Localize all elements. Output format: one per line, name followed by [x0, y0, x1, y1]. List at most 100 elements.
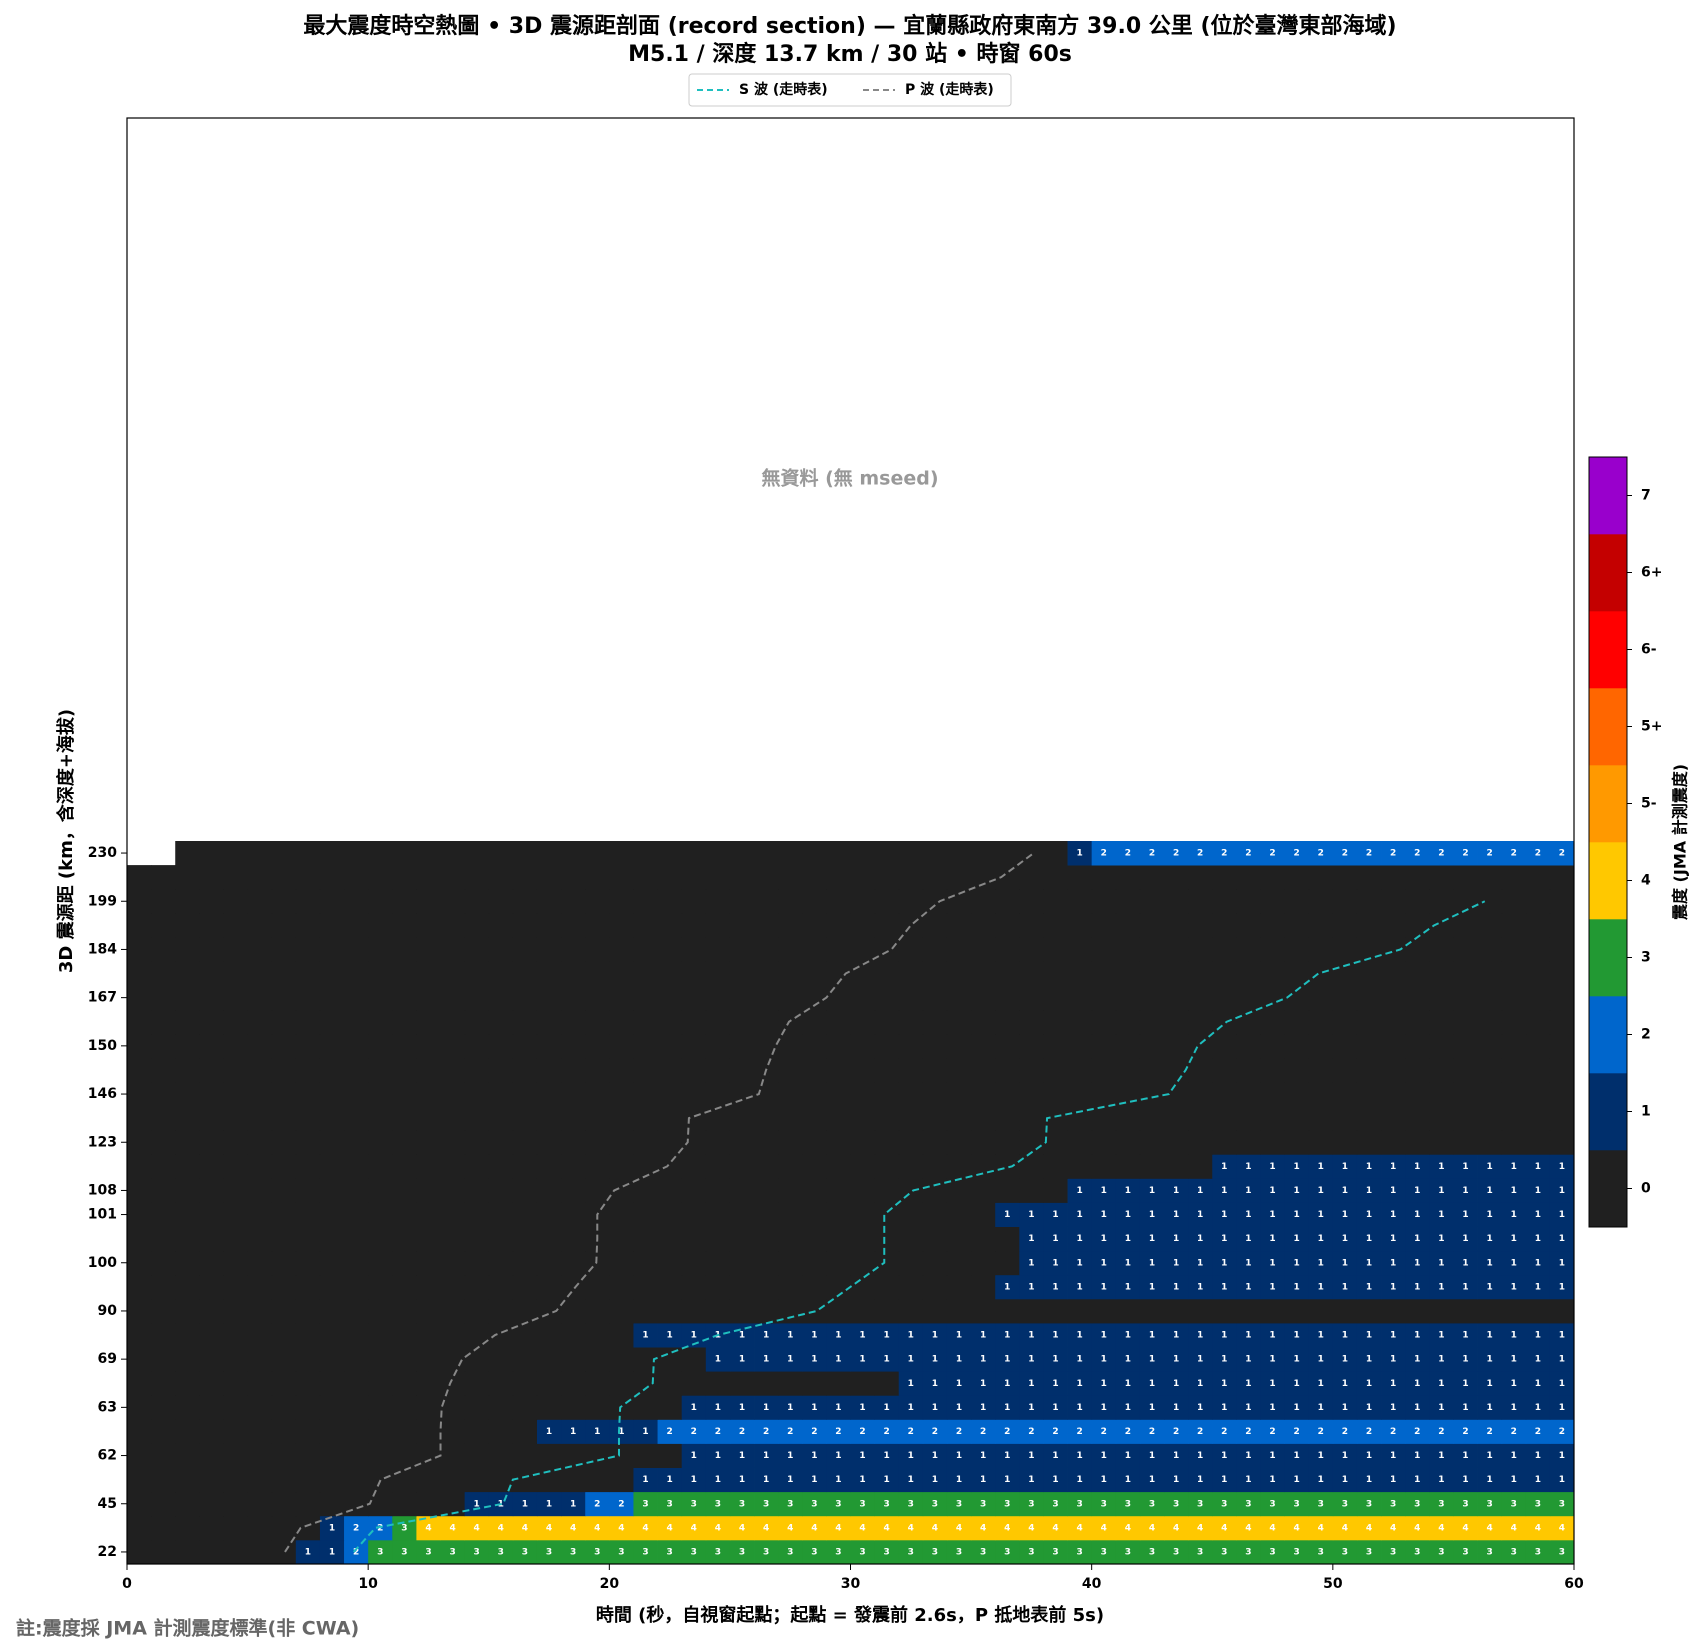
heat-cell: [223, 1274, 248, 1300]
heat-cell: [657, 1371, 683, 1396]
heat-cell: [1381, 1057, 1406, 1083]
cell-label: 2: [763, 1427, 769, 1437]
heat-cell: [826, 1539, 851, 1565]
heat-cell: [271, 985, 297, 1011]
heat-cell: [1019, 937, 1044, 962]
cell-label: 1: [1245, 1355, 1251, 1365]
heat-cell: [729, 841, 755, 866]
cell-label: 1: [642, 1475, 648, 1485]
heat-cell: [681, 1250, 707, 1276]
heat-cell: [175, 1130, 200, 1155]
heat-cell: [536, 985, 562, 1011]
heat-cell: [1115, 1298, 1141, 1324]
heat-cell: [922, 1515, 948, 1541]
heat-cell: [1284, 1539, 1310, 1565]
heat-cell: [223, 1515, 248, 1541]
cell-label: 1: [956, 1331, 962, 1341]
heat-cell: [729, 1106, 755, 1131]
cell-label: 1: [1149, 1475, 1155, 1485]
cell-label: 3: [1294, 1547, 1300, 1557]
heat-cell: [946, 1347, 972, 1372]
heat-cell: [898, 1082, 924, 1107]
y-tick-label: 22: [98, 1544, 117, 1560]
heat-cell: [344, 1323, 369, 1348]
heat-cell: [1236, 889, 1261, 914]
heat-cell: [1091, 1515, 1117, 1541]
cell-label: 1: [884, 1475, 890, 1485]
heat-cell: [512, 1250, 538, 1276]
heat-cell: [1501, 1226, 1527, 1252]
heat-cell: [802, 1323, 827, 1348]
heat-cell: [609, 1226, 634, 1252]
cell-label: 3: [1390, 1547, 1396, 1557]
heat-cell: [512, 1009, 538, 1035]
heat-cell: [778, 1323, 803, 1348]
heat-cell: [1501, 985, 1527, 1011]
heat-cell: [946, 1009, 972, 1035]
cell-label: 1: [1462, 1162, 1468, 1172]
cell-label: 1: [1511, 1355, 1517, 1365]
heat-cell: [1019, 1226, 1044, 1252]
cell-label: 1: [570, 1499, 576, 1509]
heat-cell: [1115, 1443, 1141, 1468]
heat-cell: [995, 937, 1020, 962]
heat-cell: [1284, 1419, 1310, 1444]
cell-label: 3: [1318, 1499, 1324, 1509]
heat-cell: [1284, 1082, 1310, 1107]
heat-cell: [344, 1274, 369, 1300]
heat-cell: [850, 1009, 876, 1035]
heat-cell: [247, 961, 273, 986]
heat-cell: [1356, 1009, 1382, 1035]
cell-label: 1: [691, 1331, 697, 1341]
cell-label: 2: [1414, 1427, 1420, 1437]
heat-cell: [1405, 1491, 1430, 1517]
heat-cell: [826, 1491, 851, 1517]
heat-cell: [1525, 1371, 1551, 1396]
cell-label: 4: [1125, 1523, 1131, 1533]
cell-label: 1: [1101, 1451, 1107, 1461]
heat-cell: [633, 841, 658, 866]
heat-cell: [1549, 1467, 1575, 1493]
heat-cell: [657, 1057, 683, 1083]
colorbar-label: 震度 (JMA 計測震度): [1671, 764, 1690, 921]
heat-cell: [1019, 865, 1044, 890]
heat-cell: [1091, 1298, 1117, 1324]
heat-cell: [1332, 1395, 1358, 1420]
heat-cell: [1164, 1009, 1189, 1035]
heat-cell: [488, 1033, 514, 1059]
heat-cell: [199, 1106, 224, 1131]
heat-cell: [1381, 1419, 1406, 1444]
heat-cell: [1164, 1226, 1189, 1252]
heat-cell: [729, 1130, 755, 1155]
cell-label: 2: [1318, 1427, 1324, 1437]
heat-cell: [1043, 1178, 1068, 1203]
heat-cell: [874, 1202, 900, 1227]
cell-label: 1: [1245, 1234, 1251, 1244]
cell-label: 1: [1318, 1234, 1324, 1244]
heat-cell: [440, 1226, 466, 1252]
cell-label: 2: [1221, 1427, 1227, 1437]
cell-label: 1: [1438, 1282, 1444, 1292]
cell-label: 1: [1076, 1282, 1082, 1292]
heat-cell: [464, 1226, 490, 1252]
cell-label: 1: [1559, 1331, 1565, 1341]
heat-cell: [754, 889, 779, 914]
heat-cell: [1525, 1178, 1551, 1203]
cell-label: 3: [1052, 1547, 1058, 1557]
cell-label: 1: [329, 1523, 335, 1533]
cell-label: 3: [1269, 1499, 1275, 1509]
cell-label: 4: [715, 1523, 721, 1533]
cell-label: 2: [1486, 849, 1492, 859]
heat-cell: [488, 1178, 514, 1203]
heat-cell: [1260, 1515, 1285, 1541]
heat-cell: [874, 985, 900, 1011]
cell-label: 1: [739, 1355, 745, 1365]
cell-label: 1: [1221, 1331, 1227, 1341]
cell-label: 1: [1173, 1475, 1179, 1485]
heat-cell: [1356, 1539, 1382, 1565]
cell-label: 4: [1486, 1523, 1492, 1533]
heat-cell: [922, 961, 948, 986]
heat-cell: [681, 1154, 707, 1179]
heat-cell: [971, 1323, 996, 1348]
heat-cell: [392, 1033, 417, 1059]
